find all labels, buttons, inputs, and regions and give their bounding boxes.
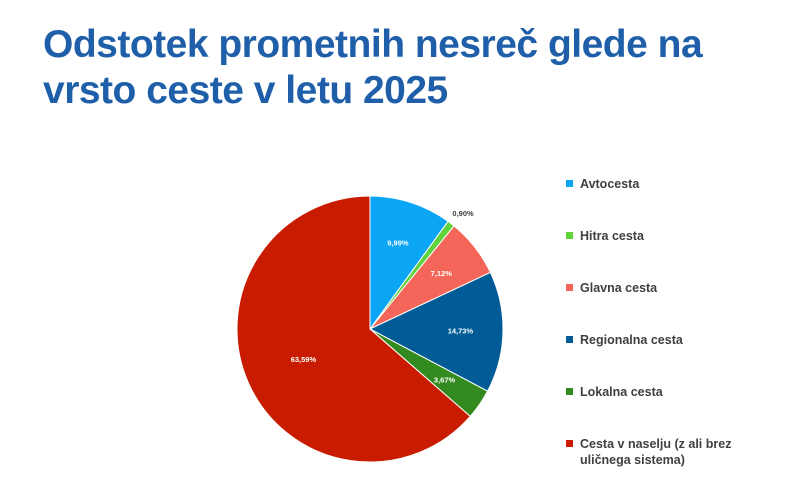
legend-swatch [566,336,573,343]
slice-value-label: 63,59% [291,355,317,364]
legend-item-lokalna-cesta: Lokalna cesta [566,384,791,436]
legend-label: Hitra cesta [580,229,644,243]
chart-title: Odstotek prometnih nesreč glede na vrsto… [43,23,703,112]
legend-swatch [566,284,573,291]
pie-slice-cesta-v-naselju [236,195,471,463]
legend-label: Glavna cesta [580,281,658,295]
legend-item-cesta-v-naselju: Cesta v naselju (z ali brez uličnega sis… [566,436,791,488]
pie-slice-regionalna-cesta [368,271,504,392]
slice-value-label: 3,67% [434,376,456,385]
legend-swatch [566,388,573,395]
legend-label: Cesta v naselju (z ali brez uličnega sis… [580,437,732,467]
legend-item-hitra-cesta: Hitra cesta [566,228,791,280]
pie-slice-avtocesta [369,195,449,331]
legend-label: Lokalna cesta [580,385,663,399]
legend-label: Regionalna cesta [580,333,683,347]
chart-legend: Avtocesta Hitra cesta Glavna cesta Regio… [566,176,791,488]
legend-label: Avtocesta [580,177,640,191]
legend-item-avtocesta: Avtocesta [566,176,791,228]
slice-value-label: 9,99% [387,238,409,247]
slice-value-label: 14,73% [448,327,474,336]
legend-item-regionalna-cesta: Regionalna cesta [566,332,791,384]
legend-item-glavna-cesta: Glavna cesta [566,280,791,332]
legend-swatch [566,232,573,239]
slice-value-label: 0,90% [452,209,474,218]
slice-value-label: 7,12% [431,269,453,278]
legend-swatch [566,440,573,447]
legend-swatch [566,180,573,187]
